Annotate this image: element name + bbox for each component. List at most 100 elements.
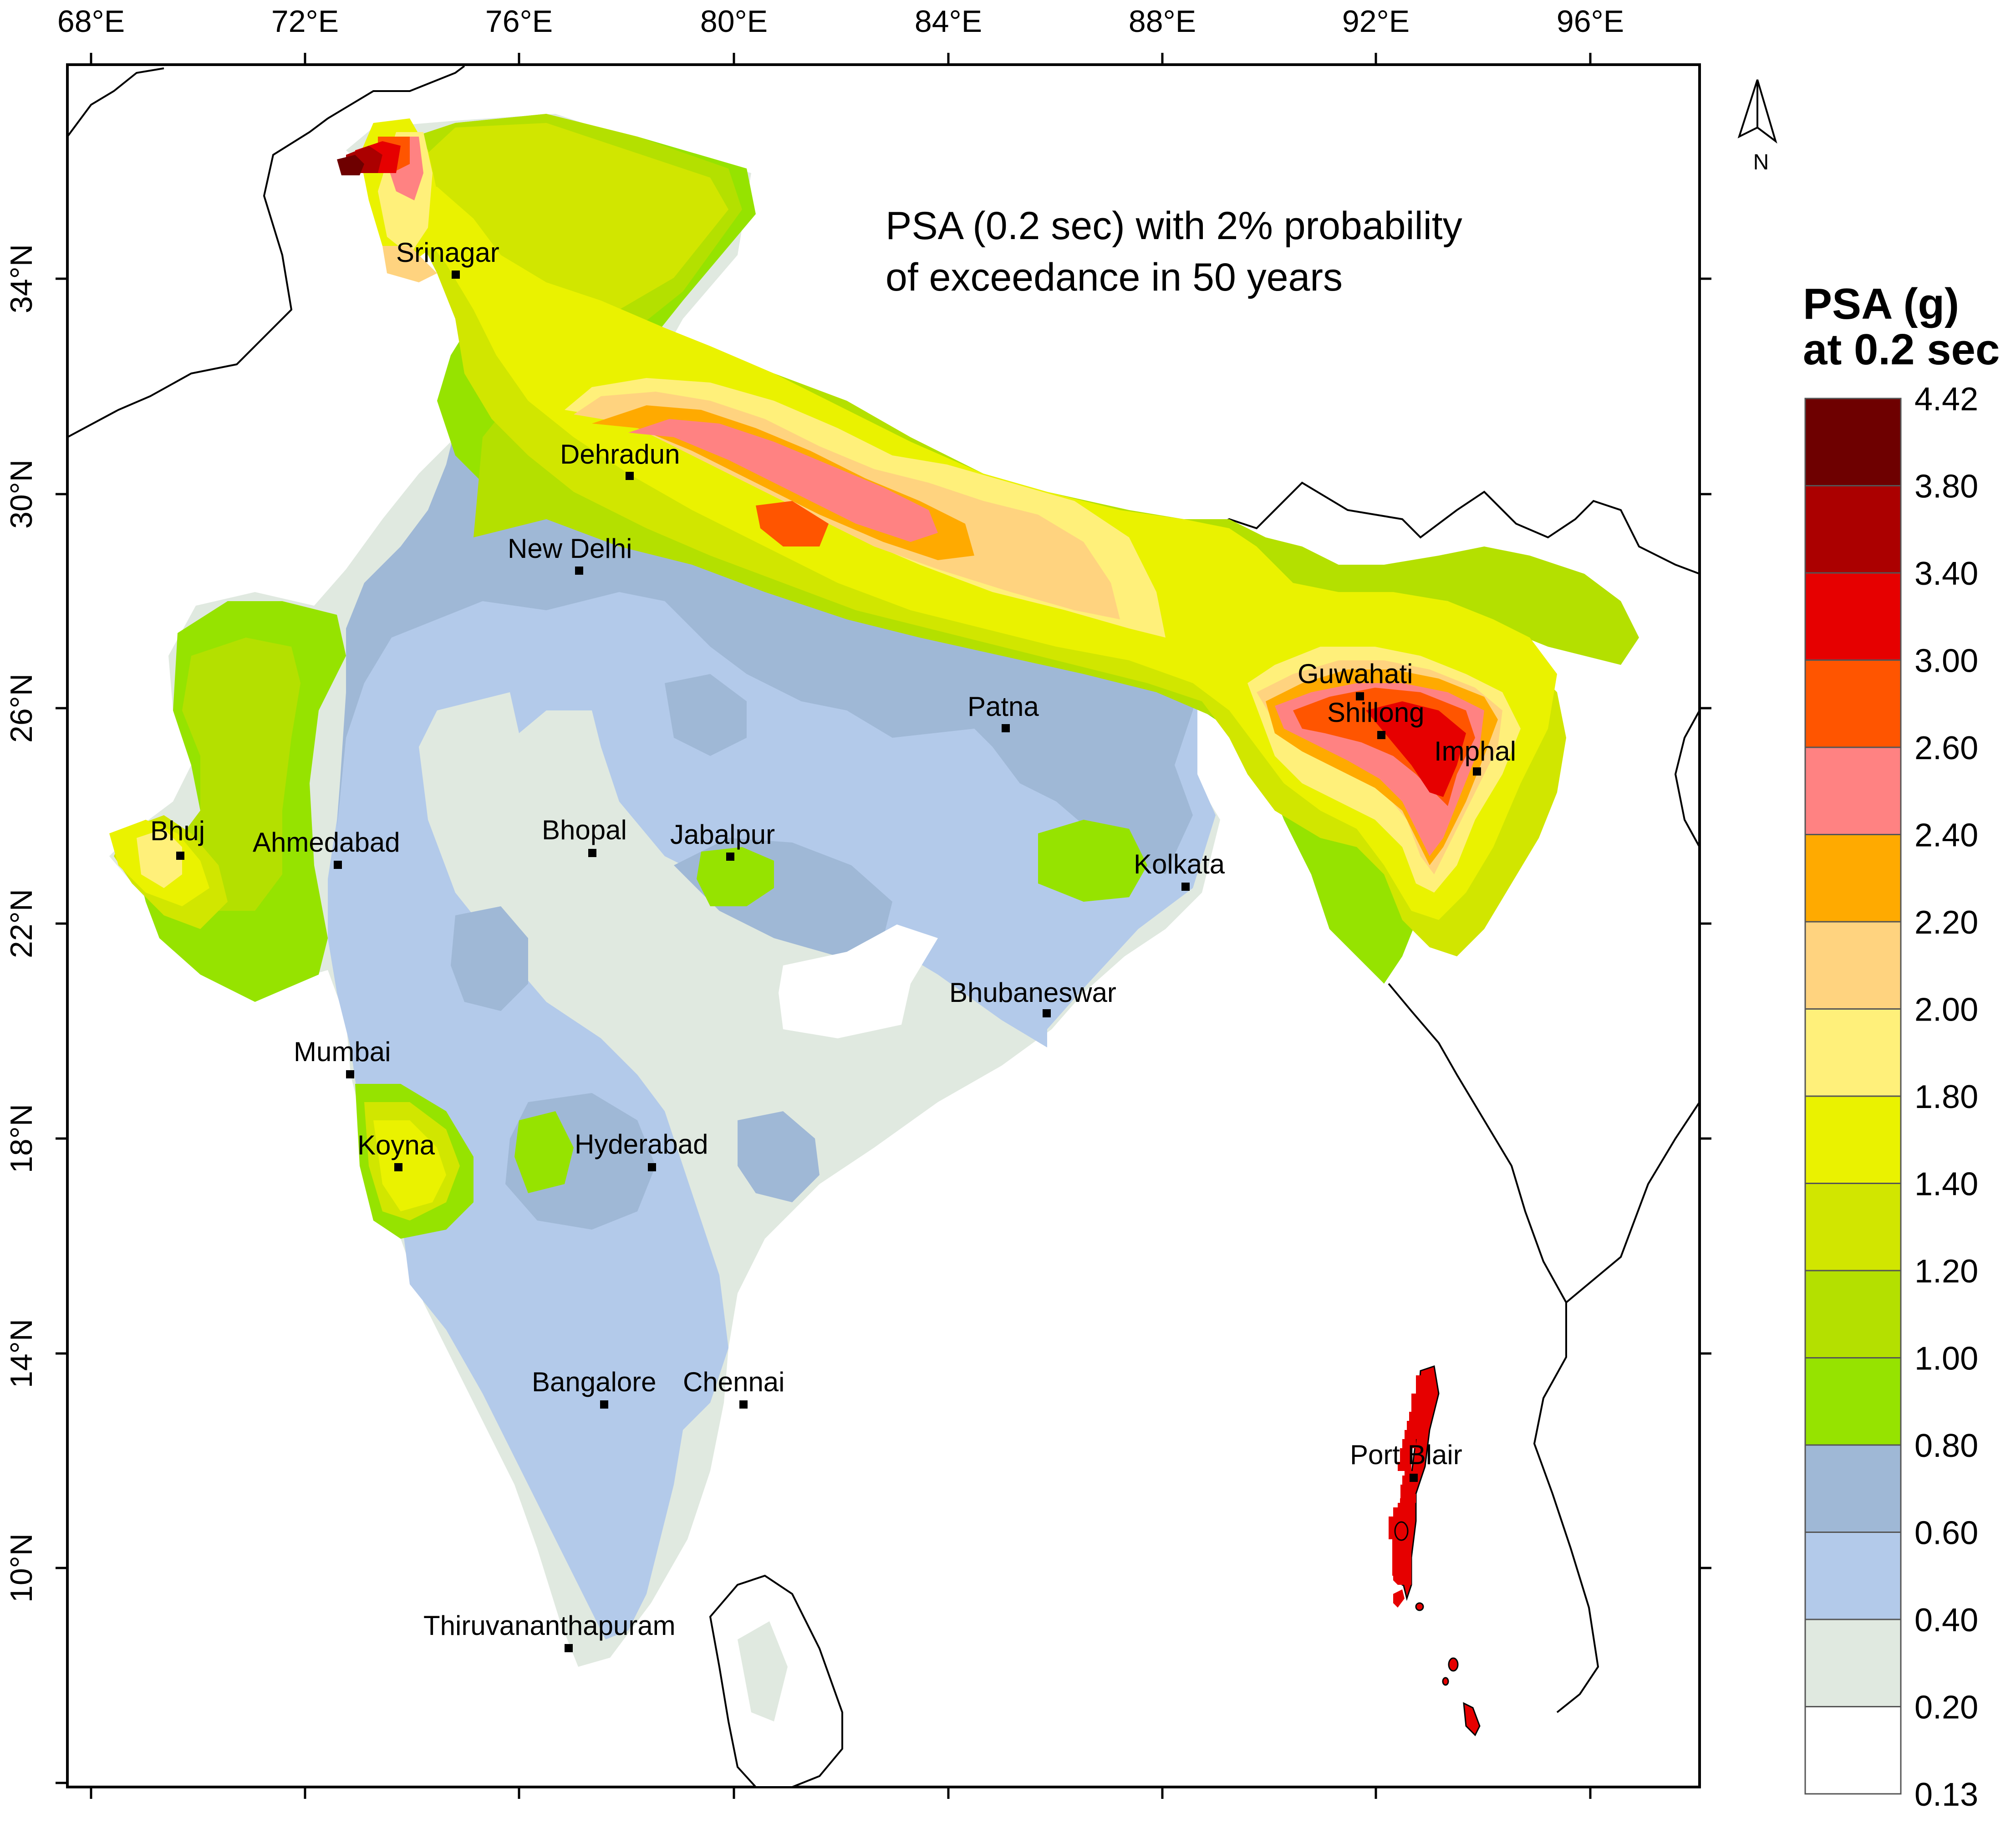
city-label-shillong: Shillong (1327, 697, 1425, 728)
zone-0.20-0.40 (109, 114, 1220, 1667)
lat-label-10: 10°N (4, 1533, 39, 1603)
zone-3.00-3.40 (1366, 701, 1466, 797)
city-label-bangalore: Bangalore (532, 1367, 657, 1397)
city-label-bhubaneswar: Bhubaneswar (949, 977, 1116, 1008)
legend-swatches (1804, 398, 1902, 1795)
legend-swatch-0 (1804, 398, 1902, 486)
north-arrow-icon: N (1737, 79, 1777, 174)
lat-label-30: 30°N (4, 460, 39, 529)
lat-label-26: 26°N (4, 674, 39, 743)
zone-0.80-1.00-e (514, 1111, 574, 1193)
legend-label-7: 2.00 (1914, 992, 1978, 1028)
city-markers (176, 271, 1481, 1652)
lon-label-68: 68°E (57, 4, 125, 39)
city-label-srinagar: Srinagar (396, 237, 499, 268)
city-label-guwahati: Guwahati (1298, 659, 1413, 689)
lon-label-92: 92°E (1342, 4, 1410, 39)
city-label-hyderabad: Hyderabad (575, 1129, 708, 1159)
nicobar-islands (1394, 1521, 1481, 1736)
city-label-thiruvananthapuram: Thiruvananthapuram (423, 1610, 676, 1641)
city-label-bhuj: Bhuj (150, 816, 205, 846)
zone-0.60-0.80-c (451, 906, 528, 1011)
legend-title-line-2: at 0.2 sec (1803, 325, 2000, 374)
city-label-kolkata: Kolkata (1134, 849, 1225, 879)
city-label-jabalpur: Jabalpur (670, 819, 775, 850)
city-label-ahmedabad: Ahmedabad (253, 827, 400, 858)
lat-labels: 34°N 30°N 26°N 22°N 18°N 14°N 10°N (4, 244, 39, 1603)
zone-0.60-0.80-f (665, 674, 747, 756)
legend-swatch-5 (1804, 834, 1902, 923)
legend-swatch-1 (1804, 485, 1902, 574)
map-title: PSA (0.2 sec) with 2% probability of exc… (886, 204, 1462, 299)
lon-ticks (90, 53, 1592, 1799)
zone-0.60-0.80 (337, 410, 1202, 874)
legend-label-5: 2.40 (1914, 817, 1978, 854)
city-label-patna: Patna (967, 691, 1039, 722)
lat-label-18: 18°N (4, 1104, 39, 1173)
zone-2.60-3.00 (756, 501, 829, 546)
zone-0.60-0.80-e (738, 1111, 820, 1202)
legend-label-8: 1.80 (1914, 1079, 1978, 1115)
city-label-imphal: Imphal (1434, 736, 1516, 766)
zone-1.40-1.80-c (373, 1120, 446, 1211)
lat-label-34: 34°N (4, 244, 39, 313)
legend-label-9: 1.40 (1914, 1166, 1978, 1203)
zone-0.80-1.00-f (1038, 820, 1147, 902)
zone-3.80-4.42 (337, 155, 364, 175)
legend-label-10: 1.20 (1914, 1253, 1978, 1290)
lon-label-84: 84°E (915, 4, 982, 39)
legend-label-16: 0.13 (1914, 1777, 1978, 1813)
country-boundaries (66, 65, 1700, 1788)
legend-swatch-10 (1804, 1270, 1902, 1358)
legend-label-15: 0.20 (1914, 1690, 1978, 1726)
legend-swatch-7 (1804, 1008, 1902, 1097)
lon-label-72: 72°E (271, 4, 339, 39)
zone-0.80-1.00-g (697, 847, 774, 906)
city-label-chennai: Chennai (683, 1367, 785, 1397)
city-label-dehradun: Dehradun (560, 439, 680, 470)
legend-label-2: 3.40 (1914, 556, 1978, 592)
legend-swatch-13 (1804, 1532, 1902, 1620)
zone-2.00-2.20-c (382, 246, 437, 282)
legend-swatch-15 (1804, 1706, 1902, 1795)
city-label-koyna: Koyna (357, 1130, 435, 1160)
legend-label-12: 0.80 (1914, 1428, 1978, 1464)
city-label-port-blair: Port Blair (1350, 1440, 1462, 1470)
legend-label-1: 3.80 (1914, 469, 1978, 505)
lon-labels: 68°E 72°E 76°E 80°E 84°E 88°E 92°E 96°E (57, 4, 1624, 39)
legend-swatch-11 (1804, 1357, 1902, 1446)
legend-swatch-12 (1804, 1444, 1902, 1533)
hazard-zones (109, 114, 1639, 1667)
city-label-mumbai: Mumbai (294, 1037, 391, 1067)
legend-title-line-1: PSA (g) (1803, 280, 1959, 328)
title-line-1: PSA (0.2 sec) with 2% probability (886, 204, 1462, 248)
legend-label-11: 1.00 (1914, 1341, 1978, 1377)
zone-2.40-2.60 (628, 419, 938, 542)
legend-swatch-6 (1804, 921, 1902, 1010)
north-label: N (1753, 150, 1769, 174)
lat-label-14: 14°N (4, 1319, 39, 1388)
legend-swatch-3 (1804, 659, 1902, 748)
lon-label-88: 88°E (1129, 4, 1196, 39)
legend-swatch-14 (1804, 1619, 1902, 1707)
legend-swatch-9 (1804, 1183, 1902, 1272)
city-label-new-delhi: New Delhi (508, 533, 632, 564)
legend-label-0: 4.42 (1914, 381, 1978, 418)
city-labels: Srinagar Dehradun New Delhi Patna Guwaha… (150, 237, 1516, 1641)
legend-swatch-2 (1804, 572, 1902, 661)
lon-label-96: 96°E (1557, 4, 1624, 39)
legend-swatch-4 (1804, 746, 1902, 835)
lat-label-22: 22°N (4, 889, 39, 958)
legend-swatch-8 (1804, 1095, 1902, 1184)
lon-label-80: 80°E (700, 4, 768, 39)
legend-label-3: 3.00 (1914, 643, 1978, 679)
city-label-bhopal: Bhopal (542, 815, 627, 845)
legend-label-14: 0.40 (1914, 1602, 1978, 1639)
zone-1.80-2.00-d (137, 829, 182, 888)
legend-label-13: 0.60 (1914, 1515, 1978, 1552)
title-line-2: of exceedance in 50 years (886, 255, 1343, 299)
zone-0.13-0.20 (779, 924, 938, 1038)
lon-label-76: 76°E (485, 4, 553, 39)
lat-ticks (56, 277, 1711, 1784)
legend-labels: 4.42 3.80 3.40 3.00 2.60 2.40 2.20 2.00 1.80 1.40… (1914, 381, 1978, 1813)
